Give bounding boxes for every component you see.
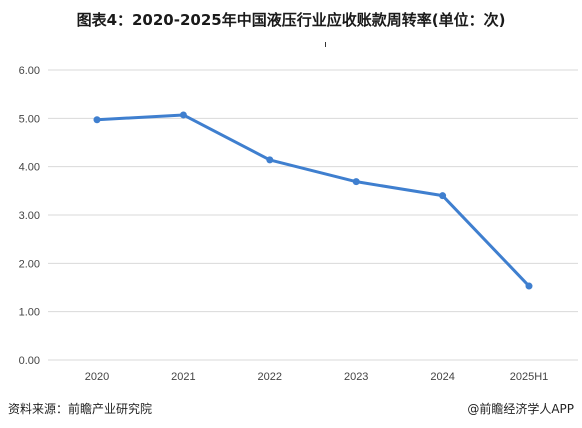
data-point [93,116,101,124]
chart-title: 图表4：2020-2025年中国液压行业应收账款周转率(单位：次) [76,11,506,29]
data-point [439,192,447,200]
source-note: 资料来源：前瞻产业研究院 [8,402,153,416]
x-tick-label: 2024 [430,371,454,383]
x-tick-label: 2020 [85,371,109,383]
data-point [179,111,187,119]
series-line [95,113,531,288]
brand-credit: @前瞻经济学人APP [467,402,574,416]
y-tick-label: 2.00 [19,258,40,270]
x-tick-label: 2022 [258,371,282,383]
y-tick-label: 1.00 [19,307,40,319]
x-tick-label: 2021 [171,371,195,383]
data-point [352,178,360,186]
data-point [266,156,274,164]
y-tick-label: 3.00 [19,210,40,222]
x-tick-label: 2025H1 [510,371,549,383]
y-tick-label: 5.00 [19,113,40,125]
y-tick-label: 4.00 [19,162,40,174]
y-tick-label: 6.00 [19,65,40,77]
y-tick-label: 0.00 [19,355,40,367]
x-tick-label: 2023 [344,371,368,383]
decorative-tick [325,42,326,47]
data-point [525,282,533,290]
